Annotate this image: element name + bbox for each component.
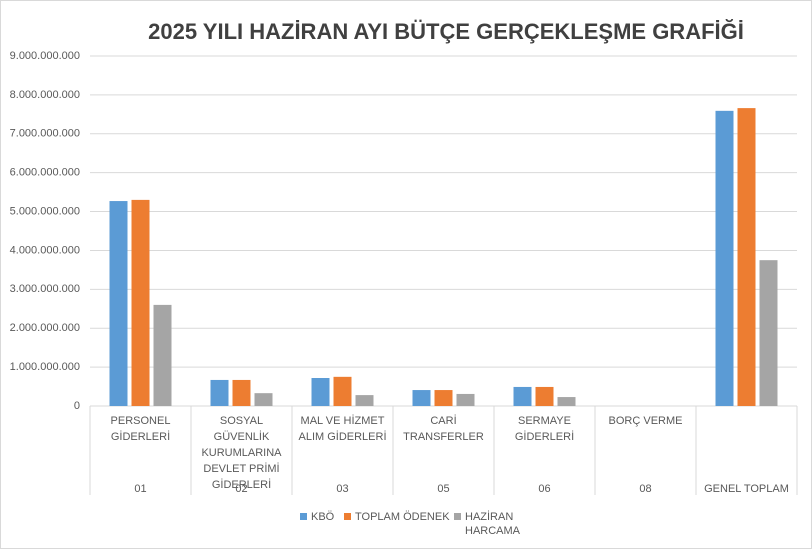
y-tick-label: 7.000.000.000 (10, 128, 80, 140)
bar (109, 201, 128, 406)
legend-label: KBÖ (311, 511, 335, 523)
bar (557, 397, 576, 406)
bar (232, 379, 251, 406)
bar (311, 378, 330, 406)
x-tick-label: MAL VE HİZMET ALIM GİDERLERİ (298, 415, 387, 443)
y-tick-label: 9.000.000.000 (10, 50, 80, 62)
x-tick-label: SOSYAL GÜVENLİK KURUMLARINA DEVLET PRİMİ… (201, 415, 282, 491)
x-group-label: GENEL TOPLAM (704, 483, 789, 495)
x-group-label: 01 (134, 483, 146, 495)
y-tick-label: 3.000.000.000 (10, 283, 80, 295)
x-tick-label: PERSONEL GİDERLERİ (110, 415, 171, 443)
bar (535, 386, 554, 406)
bar (412, 390, 431, 406)
x-group-label: 06 (538, 483, 550, 495)
bar (737, 108, 756, 406)
y-tick-label: 0 (74, 400, 80, 412)
legend-item: TOPLAM ÖDENEK (344, 510, 464, 524)
y-tick-label: 6.000.000.000 (10, 167, 80, 179)
bar (715, 110, 734, 406)
x-group-label: 05 (437, 483, 449, 495)
y-tick-label: 8.000.000.000 (10, 89, 80, 101)
x-tick-label: CARİ TRANSFERLER (403, 415, 484, 443)
x-group-label: 02 (235, 483, 247, 495)
bar (434, 390, 453, 406)
y-tick-label: 2.000.000.000 (10, 322, 80, 334)
x-group-label: 03 (336, 483, 348, 495)
x-tick-label: SERMAYE GİDERLERİ (514, 415, 575, 443)
x-tick-label: BORÇ VERME (608, 415, 683, 427)
legend-item: HAZİRAN HARCAMA (454, 510, 524, 538)
y-tick-label: 4.000.000.000 (10, 244, 80, 256)
legend-label: HAZİRAN HARCAMA (465, 511, 521, 537)
bar (131, 199, 150, 406)
bar (153, 304, 172, 406)
y-tick-label: 5.000.000.000 (10, 205, 80, 217)
bar (355, 395, 374, 406)
legend-swatch (344, 513, 351, 520)
bar (513, 386, 532, 406)
bar (254, 393, 273, 406)
legend-item: KBÖ (300, 510, 420, 524)
chart-title: 2025 YILI HAZİRAN AYI BÜTÇE GERÇEKLEŞME … (148, 19, 744, 44)
legend-swatch (300, 513, 307, 520)
bar (210, 379, 229, 406)
y-tick-label: 1.000.000.000 (10, 361, 80, 373)
legend-swatch (454, 513, 461, 520)
bar (759, 260, 778, 406)
x-group-label: 08 (639, 483, 651, 495)
bar (456, 393, 475, 406)
legend-label: TOPLAM ÖDENEK (355, 511, 450, 523)
bar (333, 376, 352, 406)
